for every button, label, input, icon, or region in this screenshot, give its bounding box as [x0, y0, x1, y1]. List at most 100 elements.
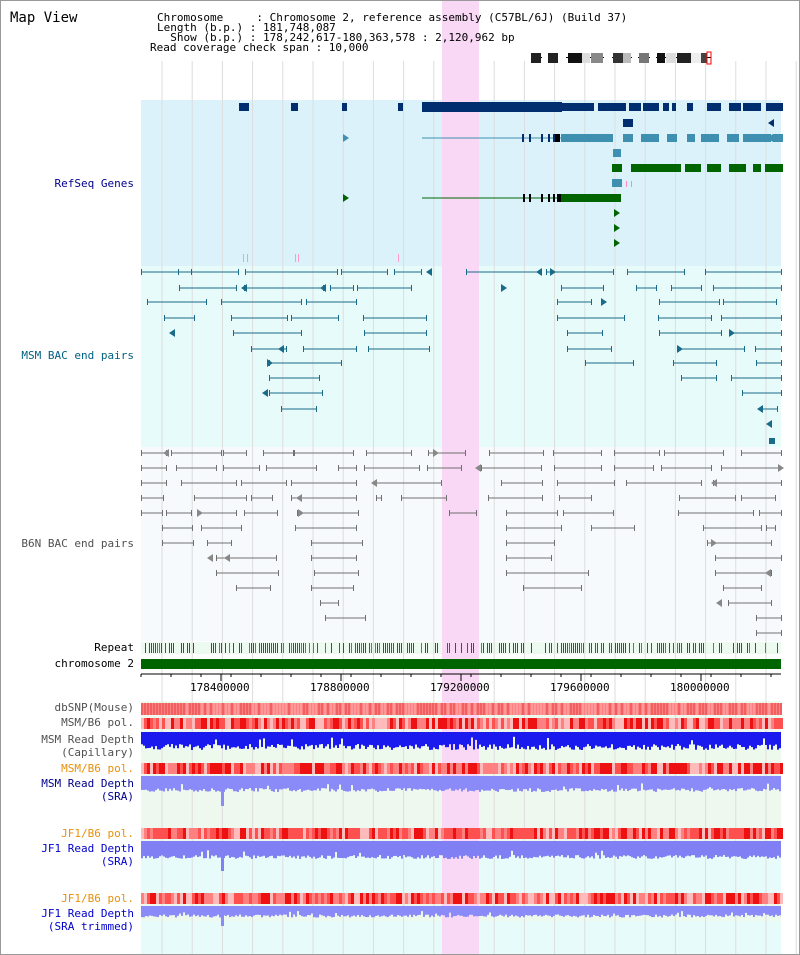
msm-depth-sra [303, 776, 305, 791]
msm-pol-stripe-2 [777, 763, 780, 774]
msm-depth-sra [653, 776, 655, 792]
msm-depth-capillary [367, 732, 369, 747]
msm-depth-capillary [209, 732, 211, 746]
b6n-bac-pair-end [246, 495, 247, 501]
jf1-pol-stripe-2 [162, 893, 165, 904]
jf1-pol-stripe [375, 828, 378, 839]
jf1-pol-stripe [324, 828, 327, 839]
jf1-depth-sra [207, 841, 209, 851]
jf1-depth-trim [541, 906, 543, 917]
jf1-pol-stripe [213, 828, 216, 839]
jf1-pol-stripe [423, 828, 426, 839]
dbsnp-variant [315, 703, 317, 715]
msm-pol-stripe [378, 718, 381, 729]
msm-depth-capillary [331, 732, 333, 738]
msm-bac-pair-end [776, 299, 777, 305]
jf1-pol-stripe-2 [528, 893, 531, 904]
msm-pol-stripe-2 [177, 763, 180, 774]
msm-pol-stripe [456, 718, 459, 729]
msm-depth-capillary [355, 732, 357, 746]
jf1-pol-stripe [780, 828, 783, 839]
jf1-depth-sra [715, 841, 717, 856]
jf1-depth-trim [501, 906, 503, 916]
jf1-pol-stripe [411, 828, 414, 839]
msm-pol-stripe [684, 718, 687, 729]
jf1-depth-trim [757, 906, 759, 916]
msm-depth-sra [201, 776, 203, 791]
msm-depth-sra [261, 776, 263, 789]
dbsnp-variant [711, 703, 713, 715]
msm-pol-stripe [564, 718, 567, 729]
msm-depth-capillary [613, 732, 615, 750]
jf1-depth-sra [767, 841, 769, 859]
msm-pol-stripe [366, 718, 369, 729]
msm-pol-stripe [633, 718, 636, 729]
msm-depth-sra [217, 776, 219, 791]
jf1-depth-trim [417, 906, 419, 916]
msm-depth-sra [241, 776, 243, 789]
msm-pol-stripe-2 [417, 763, 420, 774]
jf1-pol-stripe [339, 828, 342, 839]
jf1-depth-sra [337, 841, 339, 858]
b6n-bac-pair-end [276, 555, 277, 561]
jf1-pol-stripe [372, 828, 375, 839]
jf1-depth-trim [263, 906, 265, 916]
jf1-pol-stripe-2 [651, 893, 654, 904]
jf1-depth-sra [277, 841, 279, 856]
jf1-pol-stripe-2 [663, 893, 666, 904]
msm-pol-stripe-2 [309, 763, 312, 774]
jf1-pol-stripe-2 [588, 893, 591, 904]
msm-depth-sra [525, 776, 527, 790]
b6n-bac-pair-end [244, 510, 245, 516]
track-label-msm-pol-1: MSM/B6 pol. [61, 716, 134, 729]
msm-depth-capillary [347, 732, 349, 747]
msm-depth-sra [491, 776, 493, 789]
repeat-element [149, 643, 150, 653]
msm-depth-sra [721, 776, 723, 790]
msm-depth-capillary [259, 732, 261, 740]
repeat-element [513, 643, 514, 653]
jf1-pol-stripe-2 [204, 893, 207, 904]
jf1-depth-trim [199, 906, 201, 917]
dbsnp-variant [396, 703, 398, 715]
jf1-depth-trim [567, 906, 569, 916]
ideogram-band [531, 53, 541, 63]
jf1-pol-stripe [723, 828, 726, 839]
jf1-depth-sra [731, 841, 733, 857]
jf1-pol-stripe [732, 828, 735, 839]
jf1-depth-sra [707, 841, 709, 859]
jf1-depth-trim [517, 906, 519, 917]
jf1-depth-sra [177, 841, 179, 858]
jf1-pol-stripe-2 [348, 893, 351, 904]
msm-depth-sra [475, 776, 477, 791]
dbsnp-variant [606, 703, 608, 715]
msm-pol-stripe-2 [237, 763, 240, 774]
msm-pol-stripe-2 [549, 763, 552, 774]
jf1-pol-stripe-2 [225, 893, 228, 904]
msm-pol-stripe-2 [216, 763, 219, 774]
msm-depth-sra [559, 776, 561, 791]
jf1-pol-stripe [486, 828, 489, 839]
jf1-pol-stripe [711, 828, 714, 839]
jf1-pol-stripe [309, 828, 312, 839]
msm-pol-stripe [429, 718, 432, 729]
b6n-bac-pair-end [223, 450, 224, 456]
jf1-depth-trim [203, 906, 205, 917]
jf1-depth-sra [349, 841, 351, 857]
msm-pol-stripe-2 [681, 763, 684, 774]
dbsnp-variant [372, 703, 374, 715]
jf1-depth-sra [305, 841, 307, 858]
msm-depth-capillary [313, 732, 315, 750]
jf1-depth-trim [551, 906, 553, 918]
b6n-bac-pair-end [614, 480, 615, 486]
jf1-pol-stripe [288, 828, 291, 839]
jf1-depth-trim [569, 906, 571, 917]
msm-depth-capillary [371, 732, 373, 746]
msm-pol-stripe-2 [726, 763, 729, 774]
b6n-bac-pair-end [263, 450, 264, 456]
jf1-depth-sra [173, 841, 175, 857]
msm-pol-stripe [501, 718, 504, 729]
jf1-pol-stripe-2 [372, 893, 375, 904]
msm-bac-pair-end [671, 285, 672, 291]
